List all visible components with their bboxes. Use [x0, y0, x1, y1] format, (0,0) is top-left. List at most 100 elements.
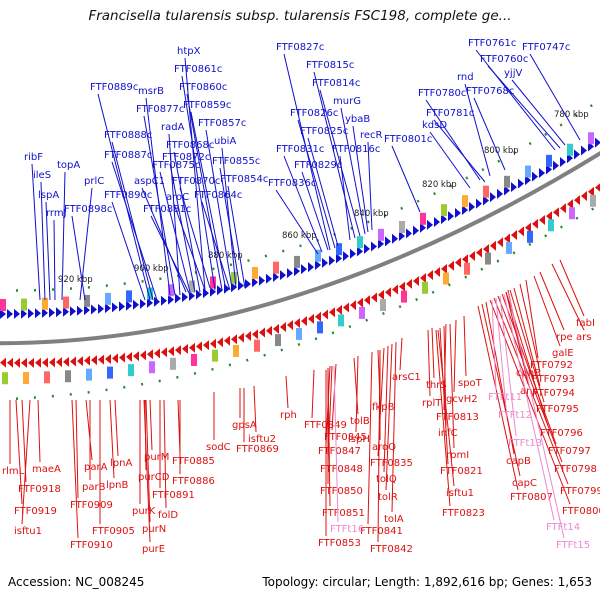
forward-gene-label[interactable]: aspC1 — [134, 176, 165, 187]
forward-gene-label[interactable]: rnd — [457, 72, 474, 83]
forward-gene-label[interactable]: FTF0829c — [294, 160, 342, 171]
reverse-gene-label[interactable]: capC — [512, 478, 537, 489]
forward-gene-label[interactable]: FTF0898c — [64, 204, 112, 215]
reverse-gene-label[interactable]: FTF0823 — [442, 508, 485, 519]
reverse-gene-label[interactable]: FTF0845 — [324, 432, 367, 443]
reverse-gene-label[interactable]: FTF0848 — [320, 464, 363, 475]
reverse-gene-label[interactable]: isftu1 — [446, 488, 474, 499]
reverse-gene-label[interactable]: ars — [576, 332, 591, 343]
reverse-gene-label[interactable]: FTF0853 — [318, 538, 361, 549]
forward-gene-label[interactable]: FTF0890c — [104, 190, 152, 201]
forward-gene-label[interactable]: FTF0854c — [220, 174, 268, 185]
reverse-gene-label[interactable]: tolB — [350, 416, 370, 427]
reverse-gene-label[interactable]: infC — [438, 428, 458, 439]
reverse-gene-label[interactable]: FTF0910 — [70, 540, 113, 551]
reverse-gene-label[interactable]: FTF0813 — [436, 412, 479, 423]
reverse-gene-label[interactable]: purM — [144, 452, 169, 463]
forward-gene-label[interactable]: FTF0814c — [312, 78, 360, 89]
forward-gene-label[interactable]: murG — [333, 96, 361, 107]
reverse-gene-label[interactable]: spoT — [458, 378, 483, 389]
reverse-gene-label[interactable]: FTF0842 — [370, 544, 413, 555]
forward-gene-label[interactable]: FTF0877c — [136, 104, 184, 115]
reverse-gene-label[interactable]: thrS — [426, 380, 447, 391]
reverse-gene-label[interactable]: FTF0799 — [560, 486, 600, 497]
forward-gene-label[interactable]: htpX — [177, 46, 201, 57]
forward-gene-label[interactable]: recR — [360, 130, 383, 141]
forward-gene-label[interactable]: FTF0860c — [179, 82, 227, 93]
reverse-gene-label[interactable]: FTF0847 — [318, 446, 361, 457]
forward-gene-label[interactable]: FTF0781c — [426, 108, 474, 119]
forward-gene-label[interactable]: FTF0747c — [522, 42, 570, 53]
forward-gene-label[interactable]: yjjV — [504, 68, 522, 79]
reverse-gene-label[interactable]: FTF0800 — [562, 506, 600, 517]
forward-gene-label[interactable]: msrB — [138, 86, 164, 97]
reverse-gene-label[interactable]: FTF0795 — [536, 404, 579, 415]
reverse-gene-label[interactable]: cphB — [516, 368, 541, 379]
forward-gene-label[interactable]: FTF0816c — [332, 144, 380, 155]
reverse-gene-label[interactable]: FTF0841 — [360, 526, 403, 537]
forward-gene-label[interactable]: FTF0861c — [174, 64, 222, 75]
reverse-gene-label[interactable]: FTF0798 — [554, 464, 597, 475]
reverse-gene-label[interactable]: FTF0797 — [548, 446, 591, 457]
forward-gene-label[interactable]: ribF — [24, 152, 43, 163]
reverse-gene-label[interactable]: lpnB — [106, 480, 128, 491]
forward-gene-label[interactable]: FTF0760c — [480, 54, 528, 65]
forward-gene-label[interactable]: aroC — [166, 192, 189, 203]
reverse-gene-label[interactable]: FTF0909 — [70, 500, 113, 511]
forward-gene-label[interactable]: FTF0864c — [194, 190, 242, 201]
forward-gene-label[interactable]: FTF0825c — [300, 126, 348, 137]
reverse-gene-label[interactable]: FTF0835 — [370, 458, 413, 469]
forward-gene-label[interactable]: FTF0831c — [276, 144, 324, 155]
forward-gene-label[interactable]: FTF0859c — [183, 100, 231, 111]
reverse-gene-label[interactable]: tolR — [378, 492, 398, 503]
reverse-gene-label[interactable]: aroQ — [372, 442, 396, 453]
forward-gene-label[interactable]: FTF0875c — [152, 160, 200, 171]
forward-gene-label[interactable]: topA — [57, 160, 80, 171]
reverse-gene-label[interactable]: FTF0850 — [320, 486, 363, 497]
reverse-gene-label[interactable]: rlmL — [2, 466, 25, 477]
pseudo-gene-label[interactable]: FTFt14 — [546, 522, 580, 533]
forward-gene-label[interactable]: FTF0836c — [268, 178, 316, 189]
pseudo-gene-label[interactable]: FTFt16 — [330, 524, 364, 535]
reverse-gene-label[interactable]: capB — [506, 456, 531, 467]
pseudo-gene-label[interactable]: FTFt13 — [508, 438, 542, 449]
forward-gene-label[interactable]: FTF0881c — [143, 204, 191, 215]
reverse-gene-label[interactable]: fabI — [576, 318, 595, 329]
reverse-gene-label[interactable]: FTF0885 — [172, 456, 215, 467]
forward-gene-label[interactable]: FTF0827c — [276, 42, 324, 53]
reverse-gene-label[interactable]: rplT — [422, 398, 442, 409]
reverse-gene-label[interactable]: purCD — [138, 472, 170, 483]
reverse-gene-label[interactable]: FTF0919 — [14, 506, 57, 517]
reverse-gene-label[interactable]: tolA — [384, 514, 404, 525]
forward-gene-label[interactable]: FTF0855c — [212, 156, 260, 167]
forward-gene-label[interactable]: kdsD — [422, 120, 447, 131]
forward-gene-label[interactable]: FTF0815c — [306, 60, 354, 71]
pseudo-gene-label[interactable]: FTFt15 — [556, 540, 590, 551]
reverse-gene-label[interactable]: FTF0905 — [92, 526, 135, 537]
reverse-gene-label[interactable]: rph — [280, 410, 297, 421]
reverse-gene-label[interactable]: purN — [142, 524, 166, 535]
reverse-gene-label[interactable]: FTF0851 — [322, 508, 365, 519]
forward-gene-label[interactable]: FTF0768c — [466, 86, 514, 97]
reverse-gene-label[interactable]: FTF0891 — [152, 490, 195, 501]
reverse-gene-label[interactable]: FTF0796 — [540, 428, 583, 439]
forward-gene-label[interactable]: FTF0761c — [468, 38, 516, 49]
reverse-gene-label[interactable]: folD — [158, 510, 178, 521]
forward-gene-label[interactable]: rrmJ — [46, 208, 67, 219]
forward-gene-label[interactable]: ubiA — [214, 136, 236, 147]
forward-gene-label[interactable]: FTF0872c — [162, 152, 210, 163]
reverse-gene-label[interactable]: FTF0807 — [510, 492, 553, 503]
reverse-gene-label[interactable]: FTF0792 — [530, 360, 573, 371]
forward-gene-label[interactable]: FTF0870c — [172, 176, 220, 187]
reverse-gene-label[interactable]: fkpB — [372, 402, 395, 413]
reverse-gene-label[interactable]: parB — [82, 482, 106, 493]
forward-gene-label[interactable]: prlC — [84, 176, 104, 187]
reverse-gene-label[interactable]: FTF0794 — [532, 388, 575, 399]
forward-gene-label[interactable]: FTF0887c — [104, 150, 152, 161]
reverse-gene-label[interactable]: arsC1 — [392, 372, 421, 383]
reverse-gene-label[interactable]: FTF0918 — [18, 484, 61, 495]
reverse-gene-label[interactable]: lspH — [348, 434, 370, 445]
reverse-gene-label[interactable]: gcvH2 — [446, 394, 478, 405]
forward-gene-label[interactable]: FTF0889c — [90, 82, 138, 93]
reverse-gene-label[interactable]: sodC — [206, 442, 231, 453]
